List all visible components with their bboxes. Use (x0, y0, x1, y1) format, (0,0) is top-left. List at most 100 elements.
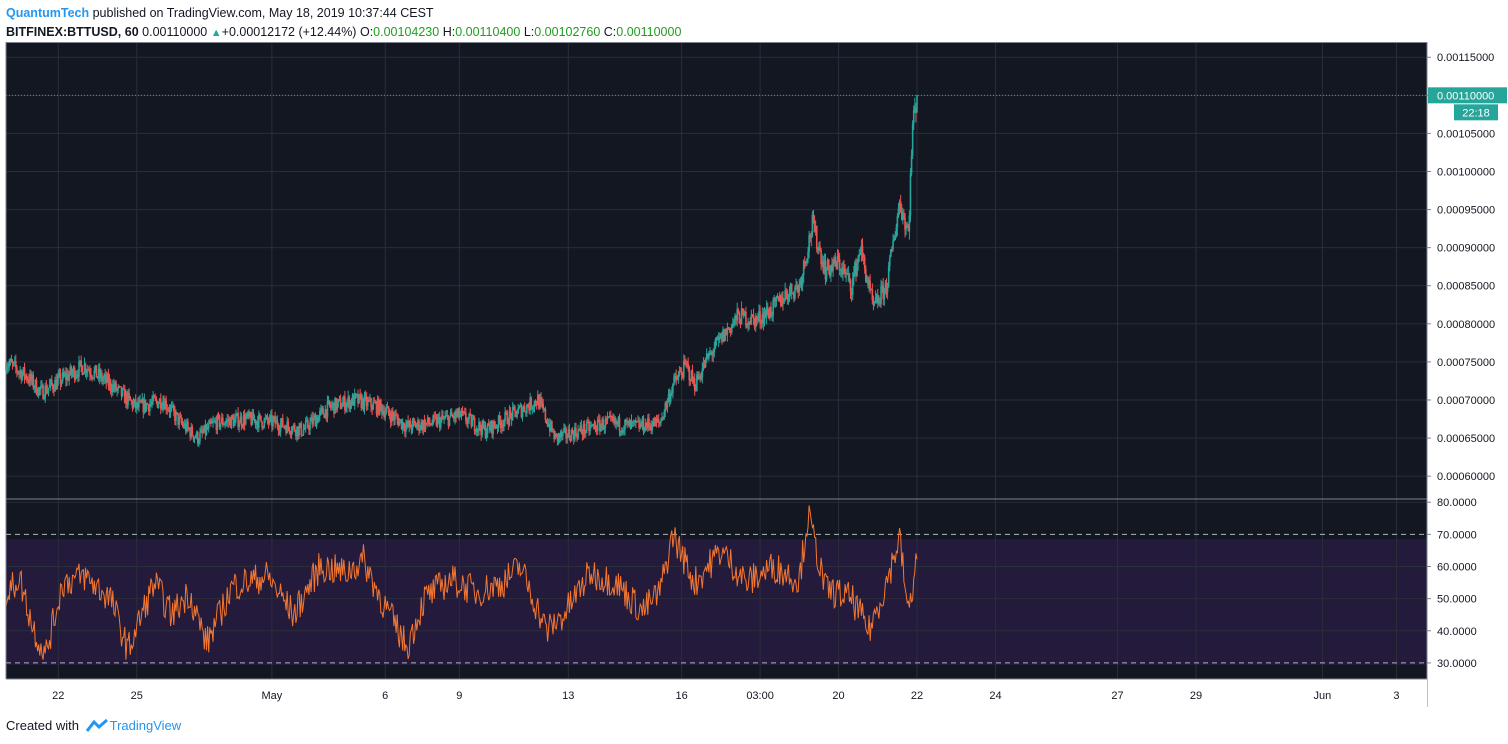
candle-body (289, 432, 292, 434)
candle-body (582, 423, 585, 435)
candle-body (916, 95, 918, 113)
candle-body (179, 416, 182, 418)
candle-body (145, 403, 148, 410)
price-tick-label: 0.00065000 (1437, 433, 1495, 445)
candle-body (208, 420, 211, 424)
candle-body (34, 379, 37, 388)
candle-body (666, 399, 669, 408)
close-value: 0.00110000 (616, 25, 682, 39)
candle-body (589, 426, 591, 431)
candle-body (637, 420, 639, 422)
candle-body (345, 406, 347, 411)
candle-body (912, 109, 915, 124)
candle-body (449, 412, 452, 417)
candle-body (376, 398, 379, 414)
candle-body (487, 423, 490, 427)
tradingview-link[interactable]: TradingView (109, 718, 182, 733)
candle-body (693, 378, 696, 391)
rsi-line (5, 505, 918, 660)
candle-body (94, 365, 97, 371)
candle-body (192, 435, 195, 440)
candle-body (653, 418, 656, 427)
candle-body (895, 227, 898, 237)
candle-body (140, 400, 142, 403)
candle-body (577, 429, 579, 438)
candle-body (583, 423, 586, 434)
candle-body (824, 260, 827, 280)
author-link[interactable]: QuantumTech (6, 6, 90, 20)
candle-body (898, 201, 901, 208)
candle-body (881, 285, 883, 287)
candle-body (102, 379, 104, 381)
candle-body (616, 421, 619, 425)
candle-body (722, 329, 724, 342)
candle-body (162, 401, 164, 408)
chart-canvas[interactable]: 0.00060000 0.00065000 0.00070000 0.00075000… (0, 42, 1508, 709)
candle-body (621, 431, 624, 433)
candle-body (89, 370, 91, 375)
candle-body (587, 421, 589, 423)
candle-body (469, 413, 472, 415)
candle-body (742, 309, 745, 316)
candle-body (90, 374, 92, 377)
candle-body (364, 395, 367, 397)
candle-body (727, 328, 730, 330)
candle-body (614, 417, 616, 424)
candle-body (509, 410, 512, 414)
candle-body (631, 421, 634, 424)
candle-body (446, 415, 449, 417)
candle-body (180, 417, 183, 423)
last-price: 0.00110000 (142, 25, 208, 39)
candle-body (45, 385, 48, 394)
candle-body (456, 413, 458, 417)
candle-body (157, 403, 160, 408)
candle-body (858, 254, 861, 257)
candle-body (473, 417, 476, 432)
candle-body (50, 379, 53, 385)
candle-body (56, 379, 59, 390)
candle-body (831, 265, 833, 271)
candle-body (264, 418, 267, 420)
candle-body (52, 384, 54, 390)
candle-body (38, 387, 41, 390)
candle-body (353, 393, 356, 406)
candle-body (377, 398, 380, 415)
candle-body (138, 401, 140, 408)
candle-body (7, 366, 9, 368)
candle-body (43, 398, 45, 400)
close-label: C: (603, 25, 617, 39)
candle-body (866, 280, 868, 282)
candle-body (37, 387, 40, 396)
candle-body (72, 367, 75, 373)
candle-body (657, 419, 660, 422)
candle-body (484, 425, 487, 438)
candle-body (196, 432, 199, 444)
candle-body (218, 415, 221, 427)
candle-body (59, 373, 62, 385)
candle-body (413, 421, 416, 424)
candle-body (478, 422, 480, 431)
candle-body (749, 323, 752, 325)
candle-body (243, 415, 246, 425)
price-tick-label: 0.00070000 (1437, 395, 1495, 407)
candle-body (388, 412, 391, 417)
open-label: O: (359, 25, 374, 39)
candle-body (491, 421, 493, 434)
candle-body (872, 300, 875, 304)
candle-body (481, 421, 484, 435)
candle-body (544, 408, 547, 420)
candle-body (107, 374, 110, 386)
candle-body (697, 374, 699, 380)
candle-body (552, 430, 554, 432)
candle-body (363, 395, 366, 410)
candle-body (241, 425, 244, 427)
candle-body (42, 385, 44, 399)
candle-body (809, 235, 812, 239)
candle-body (93, 370, 96, 378)
candle-body (598, 419, 600, 421)
candle-body (386, 406, 389, 409)
candle-body (648, 418, 650, 426)
candle-body (738, 313, 741, 324)
candle-body (277, 426, 280, 431)
candle-body (732, 324, 734, 326)
